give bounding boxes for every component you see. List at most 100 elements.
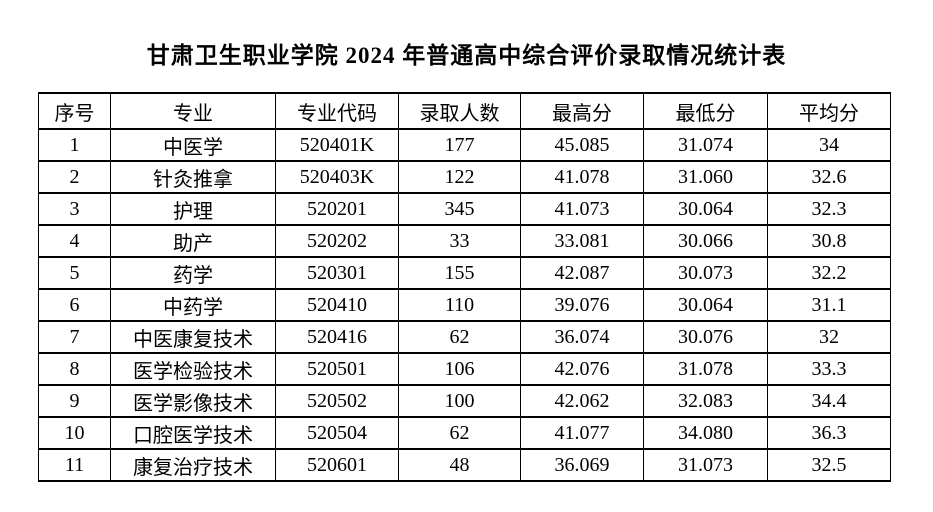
admitted-count-cell: 110	[398, 288, 521, 322]
major-cell: 中医学	[110, 128, 276, 162]
serial-cell: 5	[38, 256, 111, 290]
avg-score-cell: 36.3	[767, 416, 891, 450]
serial-cell: 8	[38, 352, 111, 386]
avg-score-cell: 33.3	[767, 352, 891, 386]
avg-score-cell: 30.8	[767, 224, 891, 258]
table-row: 4 助产 520202 33 33.081 30.066 30.8	[38, 224, 891, 258]
max-score-cell: 42.087	[520, 256, 644, 290]
major-cell: 口腔医学技术	[110, 416, 276, 450]
min-score-cell: 30.076	[643, 320, 768, 354]
document-page: 甘肃卫生职业学院 2024 年普通高中综合评价录取情况统计表 序号 专业 专业代码录…	[0, 36, 933, 512]
major-code-cell: 520202	[275, 224, 399, 258]
max-score-cell: 36.069	[520, 448, 644, 482]
admitted-count-cell: 48	[398, 448, 521, 482]
table-row: 1 中医学 520401K 177 45.085 31.074 34	[38, 128, 891, 162]
avg-score-cell: 32.2	[767, 256, 891, 290]
max-score-cell: 42.076	[520, 352, 644, 386]
table-row: 8 医学检验技术 520501 106 42.076 31.078 33.3	[38, 352, 891, 386]
major-code-cell: 520501	[275, 352, 399, 386]
column-header: 最低分	[643, 92, 768, 130]
max-score-cell: 39.076	[520, 288, 644, 322]
serial-cell: 4	[38, 224, 111, 258]
header-row: 序号 专业 专业代码 录取人数 最高分 最低分 平均分	[38, 92, 891, 130]
max-score-cell: 33.081	[520, 224, 644, 258]
min-score-cell: 31.060	[643, 160, 768, 194]
major-cell: 医学影像技术	[110, 384, 276, 418]
major-code-cell: 520201	[275, 192, 399, 226]
major-code-cell: 520410	[275, 288, 399, 322]
avg-score-cell: 32.6	[767, 160, 891, 194]
admitted-count-cell: 62	[398, 320, 521, 354]
avg-score-cell: 34	[767, 128, 891, 162]
major-code-cell: 520416	[275, 320, 399, 354]
page-title: 甘肃卫生职业学院 2024 年普通高中综合评价录取情况统计表	[146, 43, 787, 68]
serial-cell: 1	[38, 128, 111, 162]
major-cell: 中医康复技术	[110, 320, 276, 354]
avg-score-cell: 32.3	[767, 192, 891, 226]
admitted-count-cell: 100	[398, 384, 521, 418]
min-score-cell: 32.083	[643, 384, 768, 418]
serial-cell: 3	[38, 192, 111, 226]
min-score-cell: 30.073	[643, 256, 768, 290]
major-code-cell: 520502	[275, 384, 399, 418]
avg-score-cell: 32	[767, 320, 891, 354]
major-cell: 医学检验技术	[110, 352, 276, 386]
max-score-cell: 45.085	[520, 128, 644, 162]
serial-cell: 9	[38, 384, 111, 418]
serial-cell: 7	[38, 320, 111, 354]
column-header: 序号	[38, 92, 111, 130]
major-cell: 药学	[110, 256, 276, 290]
max-score-cell: 41.077	[520, 416, 644, 450]
table-row: 2 针灸推拿 520403K 122 41.078 31.060 32.6	[38, 160, 891, 194]
table-row: 10 口腔医学技术 520504 62 41.077 34.080 36.3	[38, 416, 891, 450]
major-cell: 助产	[110, 224, 276, 258]
max-score-cell: 36.074	[520, 320, 644, 354]
min-score-cell: 31.074	[643, 128, 768, 162]
column-header: 最高分	[520, 92, 644, 130]
major-code-cell: 520401K	[275, 128, 399, 162]
table-body: 1 中医学 520401K 177 45.085 31.074 34 2 针灸推拿 520403K…	[38, 128, 891, 482]
major-cell: 护理	[110, 192, 276, 226]
table-row: 7 中医康复技术 520416 62 36.074 30.076 32	[38, 320, 891, 354]
major-code-cell: 520301	[275, 256, 399, 290]
serial-cell: 10	[38, 416, 111, 450]
major-cell: 康复治疗技术	[110, 448, 276, 482]
major-code-cell: 520403K	[275, 160, 399, 194]
major-code-cell: 520504	[275, 416, 399, 450]
major-cell: 针灸推拿	[110, 160, 276, 194]
table-row: 9 医学影像技术 520502 100 42.062 32.083 34.4	[38, 384, 891, 418]
avg-score-cell: 34.4	[767, 384, 891, 418]
avg-score-cell: 32.5	[767, 448, 891, 482]
admission-stats-table: 序号 专业 专业代码 录取人数 最高分 最低分 平均分 1 中医学 520401K 177 45.0…	[38, 92, 891, 482]
admitted-count-cell: 177	[398, 128, 521, 162]
admitted-count-cell: 155	[398, 256, 521, 290]
max-score-cell: 41.078	[520, 160, 644, 194]
table-row: 5 药学 520301 155 42.087 30.073 32.2	[38, 256, 891, 290]
admitted-count-cell: 122	[398, 160, 521, 194]
column-header: 录取人数	[398, 92, 521, 130]
min-score-cell: 30.064	[643, 192, 768, 226]
serial-cell: 11	[38, 448, 111, 482]
min-score-cell: 34.080	[643, 416, 768, 450]
major-cell: 中药学	[110, 288, 276, 322]
min-score-cell: 31.078	[643, 352, 768, 386]
max-score-cell: 41.073	[520, 192, 644, 226]
max-score-cell: 42.062	[520, 384, 644, 418]
min-score-cell: 30.066	[643, 224, 768, 258]
serial-cell: 6	[38, 288, 111, 322]
table-row: 11 康复治疗技术 520601 48 36.069 31.073 32.5	[38, 448, 891, 482]
column-header: 专业代码	[275, 92, 399, 130]
admitted-count-cell: 62	[398, 416, 521, 450]
admitted-count-cell: 106	[398, 352, 521, 386]
table-row: 3 护理 520201 345 41.073 30.064 32.3	[38, 192, 891, 226]
table-row: 6 中药学 520410 110 39.076 30.064 31.1	[38, 288, 891, 322]
admitted-count-cell: 33	[398, 224, 521, 258]
column-header: 专业	[110, 92, 276, 130]
column-header: 平均分	[767, 92, 891, 130]
serial-cell: 2	[38, 160, 111, 194]
major-code-cell: 520601	[275, 448, 399, 482]
admitted-count-cell: 345	[398, 192, 521, 226]
avg-score-cell: 31.1	[767, 288, 891, 322]
min-score-cell: 30.064	[643, 288, 768, 322]
min-score-cell: 31.073	[643, 448, 768, 482]
